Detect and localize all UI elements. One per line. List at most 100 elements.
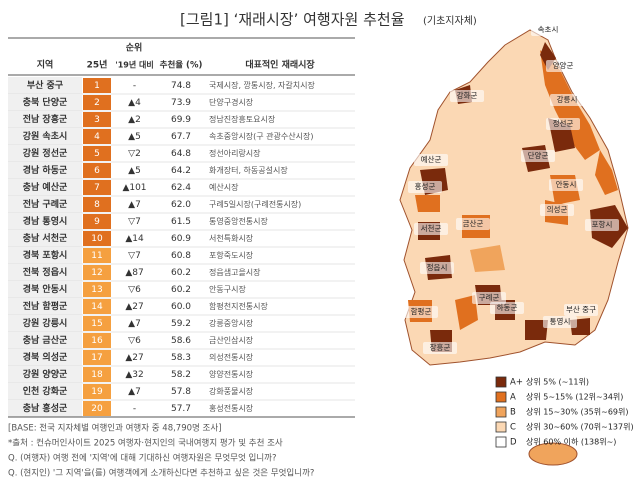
header-rank: 순위 [126,42,143,54]
rank-change: ▲27 [125,302,143,312]
legend-grade: A+ [510,378,523,388]
rank: 2 [94,98,100,108]
region: 충남 홍성군 [23,402,68,414]
rank-change: ▲7 [128,319,141,329]
map-label-bg [564,304,598,316]
region-cell [8,366,82,383]
rate: 62.4 [171,183,191,193]
rank-change: ▽7 [128,251,141,261]
market: 화개장터, 하동공설시장 [209,165,288,175]
market: 정읍샘고을시장 [209,267,261,277]
region-cell [8,77,82,94]
rank: 5 [94,149,100,159]
rank-cell [83,180,111,195]
rank-change: ▲5 [128,166,141,176]
rate: 60.2 [171,285,191,295]
map-label: 양양군 [553,61,574,70]
region: 충남 예산군 [23,181,68,193]
legend-grade: B [510,408,516,418]
map-label: 하동군 [497,302,518,312]
region-cell [8,400,82,417]
rate: 58.6 [171,336,191,346]
map-label-bg [521,150,555,162]
map-label: 포항시 [592,220,613,229]
rank: 20 [91,404,103,414]
map-label: 서천군 [421,223,442,233]
legend-text: 상위 5~15% (12위~34위) [526,392,623,402]
title: [그림1] ‘재래시장’ 여행자원 추천율 [180,11,405,29]
region: 충남 금산군 [23,334,68,346]
region: 경남 하동군 [23,164,68,176]
rank: 12 [91,268,102,278]
region: 전남 함평군 [23,300,68,312]
map-label-bg [546,60,580,72]
legend-swatch [495,376,507,388]
rank-cell [83,367,111,382]
market: 예산시장 [209,182,239,192]
market: 의성전통시장 [209,352,254,362]
region-cell [8,230,82,247]
region-cell [8,264,82,281]
rank-cell [83,214,111,229]
rank-change: ▲7 [128,387,141,397]
map-label: 홍성군 [415,181,436,191]
market: 포항죽도시장 [209,250,254,260]
market: 통영중앙전통시장 [209,216,269,226]
region: 강원 속초시 [23,130,68,142]
note: Q. (여행자) 여행 전에 '지역'에 대해 기대하신 여행자원은 무엇무엇 … [8,453,277,464]
map-label-bg [404,306,438,318]
map-label: 안동시 [556,179,577,189]
map-label: 의성군 [547,204,568,214]
legend-text: 상위 60% 이하 (138위~) [526,437,616,447]
map-label: 금산군 [463,218,484,228]
legend-swatch [495,421,507,433]
region: 경북 의성군 [23,351,68,363]
rank-cell [83,95,111,110]
rate: 57.7 [171,404,191,414]
rank: 10 [91,234,103,244]
rank: 11 [91,251,102,261]
map-label: 단양군 [528,150,549,160]
region-cell [8,128,82,145]
legend-text: 상위 15~30% (35위~69위) [526,407,629,417]
legend-text: 상위 5% (~11위) [526,377,589,387]
rank-change: ▽6 [128,336,141,346]
market: 함평천지전통시장 [209,301,269,311]
market: 강릉중앙시장 [209,318,254,328]
rank-change: - [133,81,136,91]
market: 국제시장, 깡통시장, 자갈치시장 [209,80,315,90]
map-label: 부산 중구 [566,304,596,314]
rate: 57.8 [171,387,191,397]
map-label: 장흥군 [430,342,451,352]
region: 경북 포항시 [23,249,68,261]
rank-change: ▲4 [128,98,141,108]
rate: 61.5 [171,217,191,227]
region: 전북 정읍시 [23,266,68,278]
note: *출처 : 컨슈머인사이트 2025 여행자·현지인의 국내여행지 평가 및 추… [8,438,283,449]
market: 강화풍물시장 [209,386,254,396]
market: 양양전통시장 [209,369,254,379]
market: 금산인삼시장 [209,335,254,345]
rate: 60.0 [171,302,191,312]
legend-grade: D [510,438,517,448]
map-label: 정읍시 [427,262,448,272]
legend-swatch [495,406,507,418]
rank-cell [83,248,111,263]
region: 전남 장흥군 [23,113,68,125]
map-label-bg [540,204,574,216]
rank-change: ▲14 [125,234,144,244]
rank-change: ▲5 [128,132,141,142]
rank-change: - [133,404,136,414]
rate: 60.9 [171,234,191,244]
rank: 9 [94,217,100,227]
map-label: 함평군 [411,306,432,316]
map-label: 속초시 [538,25,559,34]
legend-grade: C [510,423,516,433]
region: 부산 중구 [27,79,63,91]
rate: 60.2 [171,268,191,278]
map-label-bg [490,302,524,314]
map-label-bg [456,218,490,230]
note: Q. (현지인) '그 지역'을(를) 여행객에게 소개하신다면 추천하고 싶은… [8,468,314,479]
rank: 3 [94,115,100,125]
